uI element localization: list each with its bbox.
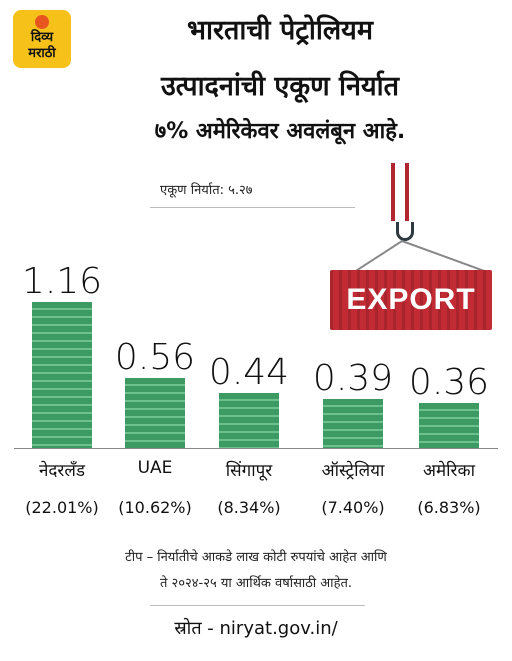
shipping-container: EXPORT xyxy=(330,270,492,330)
category-label: ऑस्ट्रेलिया xyxy=(321,461,385,481)
headline-line3: ७% अमेरिकेवर अवलंबून आहे. xyxy=(154,119,406,144)
crane-hook-icon xyxy=(396,222,414,241)
category-label: UAE xyxy=(137,458,173,478)
brand-logo: दिव्य मराठी xyxy=(13,10,71,68)
category-label: अमेरिका xyxy=(423,461,475,481)
bar-value-label: 1.16 xyxy=(21,261,103,302)
divider xyxy=(150,207,355,208)
source-label: स्रोत - niryat.gov.in/ xyxy=(174,618,338,639)
category-label: सिंगापूर xyxy=(225,461,273,481)
sling-rope xyxy=(401,240,487,273)
share-label: (7.40%) xyxy=(321,498,385,517)
bar xyxy=(125,378,185,448)
bar-value-label: 0.56 xyxy=(114,337,196,378)
brand-name-line1: दिव्य xyxy=(30,30,54,45)
note-line2: ते २०२४-२५ या आर्थिक वर्षासाठी आहेत. xyxy=(159,576,353,591)
bar xyxy=(419,403,479,448)
divider xyxy=(150,605,365,606)
headline-line2: उत्पादनांची एकूण निर्यात xyxy=(160,71,400,102)
total-exports-label: एकूण निर्यात: ५.२७ xyxy=(160,183,253,198)
container-label: EXPORT xyxy=(346,283,476,316)
crane-cable xyxy=(391,163,395,221)
share-label: (6.83%) xyxy=(417,498,481,517)
bar-value-label: 0.36 xyxy=(408,362,490,403)
category-label: नेदरलँड xyxy=(38,461,86,481)
chart-baseline xyxy=(14,448,498,449)
note-line1: टीप – निर्यातीचे आकडे लाख कोटी रुपयांचे … xyxy=(125,550,387,565)
bar xyxy=(323,399,383,448)
brand-name-line2: मराठी xyxy=(28,46,56,61)
share-label: (10.62%) xyxy=(118,498,192,517)
sun-icon xyxy=(35,15,49,29)
headline-line1: भारताची पेट्रोलियम xyxy=(187,15,373,46)
share-label: (8.34%) xyxy=(217,498,281,517)
share-label: (22.01%) xyxy=(25,498,99,517)
bar-value-label: 0.39 xyxy=(312,358,394,399)
bar xyxy=(32,302,92,448)
bar xyxy=(219,393,279,448)
bar-value-label: 0.44 xyxy=(208,352,290,393)
crane-cable xyxy=(405,163,409,221)
